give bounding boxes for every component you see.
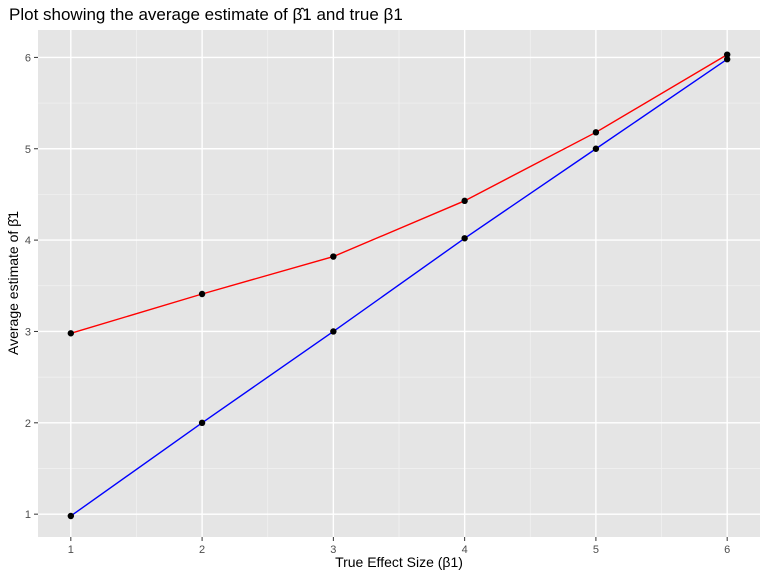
y-axis-title: Average estimate of β̂1 — [5, 211, 21, 355]
y-tick-label: 5 — [25, 144, 31, 156]
data-point — [330, 328, 337, 335]
data-point — [67, 512, 75, 520]
minor-gridlines — [38, 30, 760, 537]
major-gridlines — [38, 30, 760, 537]
x-tick-label: 5 — [593, 544, 599, 556]
x-tick-label: 1 — [68, 544, 74, 556]
data-point — [461, 235, 468, 242]
x-tick-label: 4 — [462, 544, 468, 556]
data-point — [67, 330, 75, 337]
x-axis: 1 2 3 4 5 6 — [68, 537, 730, 556]
y-tick-label: 1 — [25, 509, 31, 521]
y-tick-label: 2 — [25, 418, 31, 430]
data-point — [592, 145, 600, 152]
data-point — [723, 51, 731, 58]
x-tick-label: 3 — [330, 544, 336, 556]
y-tick-label: 4 — [25, 235, 31, 247]
y-axis: 1 2 3 4 5 6 — [25, 52, 38, 521]
series-points — [67, 51, 731, 520]
x-tick-label: 6 — [724, 544, 730, 556]
data-point — [198, 419, 206, 427]
chart-title: Plot showing the average estimate of β̂1… — [9, 5, 403, 24]
x-tick-label: 2 — [199, 544, 205, 556]
x-axis-title: True Effect Size (β1) — [335, 554, 463, 570]
series-line-1 — [70, 54, 728, 334]
y-tick-label: 6 — [25, 52, 31, 64]
y-tick-label: 3 — [25, 326, 31, 338]
data-point — [723, 56, 731, 63]
series-lines — [70, 54, 728, 517]
data-point — [592, 129, 600, 136]
series-line-2 — [70, 58, 728, 517]
data-point — [461, 197, 468, 205]
plot-panel — [38, 30, 760, 537]
data-point — [198, 290, 206, 298]
data-point — [330, 253, 337, 260]
